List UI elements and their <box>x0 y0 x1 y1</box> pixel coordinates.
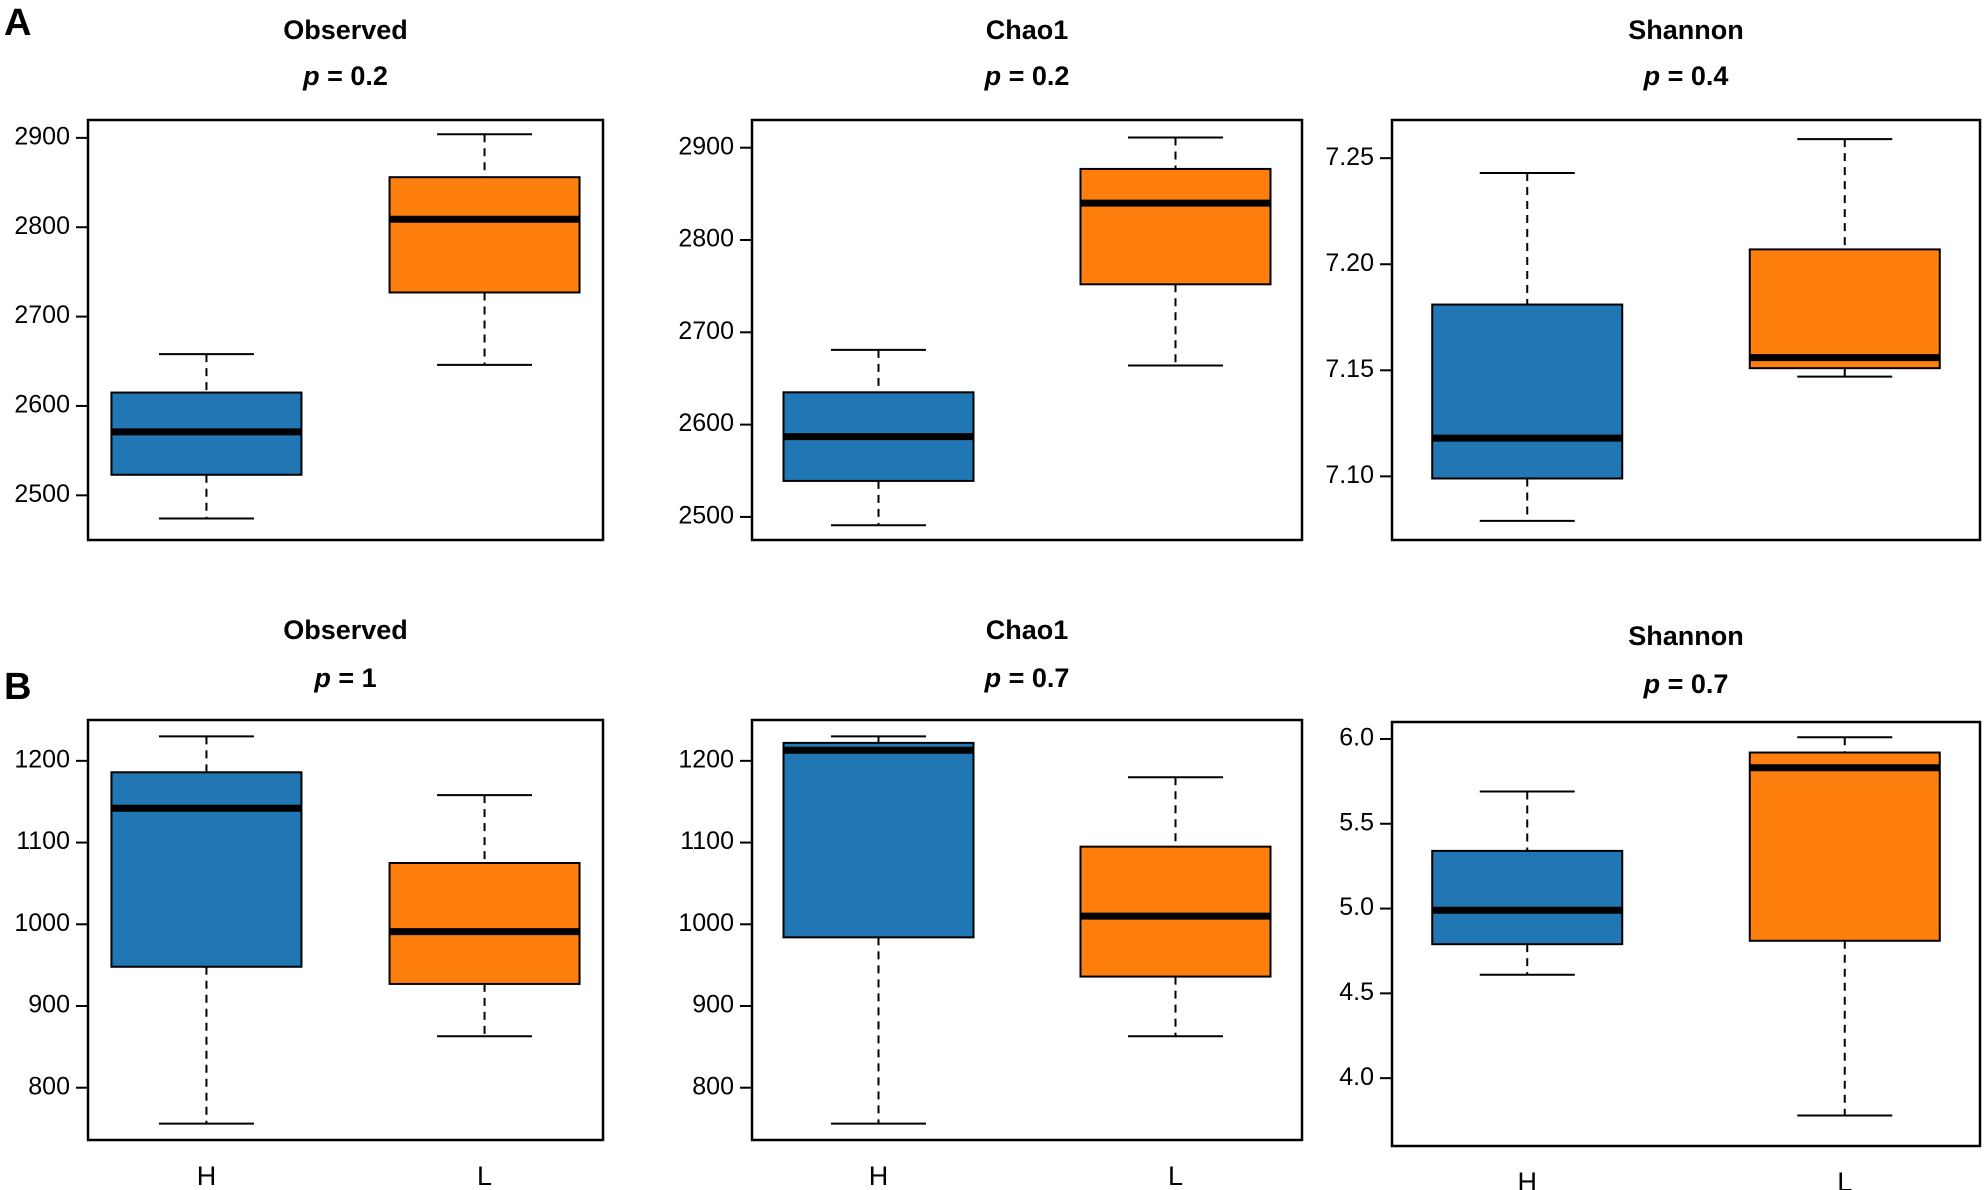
chart-title: Shannon <box>1628 15 1744 45</box>
p-value-label: p = 1 <box>313 663 376 693</box>
chart-title: Chao1 <box>986 615 1069 645</box>
y-tick-label: 7.15 <box>1325 355 1374 383</box>
y-tick-label: 2700 <box>678 317 734 345</box>
y-tick-label: 5.0 <box>1339 893 1374 921</box>
box-l <box>1079 776 1272 1038</box>
plot-frame <box>1390 118 1982 542</box>
box-l <box>1748 138 1941 378</box>
p-value-label: p = 0.4 <box>1643 61 1729 91</box>
y-tick-label: 2600 <box>14 391 70 419</box>
y-tick-label: 900 <box>28 991 70 1019</box>
y-tick-label: 2900 <box>678 132 734 160</box>
y-tick-label: 900 <box>692 991 734 1019</box>
plot-frame <box>86 718 605 1142</box>
panel-label-a: A <box>4 2 32 44</box>
y-tick-label: 1000 <box>678 909 734 937</box>
chart-b-observed: Observed p = 1 800 900 1000 1100 1200 H L <box>14 615 605 1190</box>
chart-title: Observed <box>283 15 408 45</box>
x-tick-label: H <box>869 1161 889 1190</box>
plot-frame <box>86 118 605 542</box>
p-value-label: p = 0.2 <box>984 61 1070 91</box>
box-h <box>782 348 975 527</box>
box-l <box>388 794 581 1038</box>
iqr-box <box>1079 845 1272 978</box>
chart-a-observed: Observed p = 0.2 2500 2600 2700 2800 2900 <box>14 15 605 542</box>
chart-title: Observed <box>283 615 408 645</box>
y-tick-label: 4.5 <box>1339 978 1374 1006</box>
plot-frame <box>750 718 1304 1142</box>
plot-frame <box>1390 720 1982 1148</box>
iqr-box <box>110 771 303 968</box>
plot-frame <box>750 118 1304 542</box>
y-tick-label: 6.0 <box>1339 724 1374 752</box>
chart-a-shannon: Shannon p = 0.4 7.10 7.15 7.20 7.25 <box>1325 15 1982 542</box>
p-value-label: p = 0.7 <box>984 663 1070 693</box>
iqr-box <box>1431 849 1624 946</box>
panel-label-b: B <box>4 666 32 708</box>
iqr-box <box>388 861 581 985</box>
x-tick-label: H <box>197 1161 217 1190</box>
chart-b-shannon: Shannon p = 0.7 4.0 4.5 5.0 5.5 6.0 H L <box>1339 621 1982 1190</box>
x-tick-label: H <box>1517 1167 1537 1190</box>
box-l <box>1748 736 1941 1117</box>
y-tick-label: 5.5 <box>1339 808 1374 836</box>
y-tick-label: 1100 <box>680 827 734 855</box>
y-tick-label: 2800 <box>678 225 734 253</box>
chart-title: Shannon <box>1628 621 1744 651</box>
y-tick-label: 7.25 <box>1325 143 1374 171</box>
y-tick-label: 2900 <box>14 122 70 150</box>
y-tick-label: 800 <box>28 1072 70 1100</box>
x-tick-label: L <box>1168 1161 1183 1190</box>
iqr-box <box>388 176 581 294</box>
p-value-label: p = 0.7 <box>1643 669 1729 699</box>
iqr-box <box>1431 303 1624 480</box>
y-tick-label: 2600 <box>678 409 734 437</box>
iqr-box <box>1748 248 1941 370</box>
box-h <box>110 353 303 520</box>
y-tick-label: 7.10 <box>1325 461 1374 489</box>
y-tick-label: 1200 <box>14 745 70 773</box>
y-tick-label: 2700 <box>14 301 70 329</box>
y-tick-label: 2500 <box>678 502 734 530</box>
chart-title: Chao1 <box>986 15 1069 45</box>
p-value-label: p = 0.2 <box>302 61 388 91</box>
y-tick-label: 2500 <box>14 480 70 508</box>
y-tick-label: 1200 <box>678 745 734 773</box>
box-h <box>1431 790 1624 976</box>
y-tick-label: 1000 <box>14 909 70 937</box>
box-l <box>388 133 581 366</box>
box-h <box>110 735 303 1125</box>
x-tick-label: L <box>1837 1167 1852 1190</box>
iqr-box <box>1079 167 1272 286</box>
iqr-box <box>1748 751 1941 942</box>
box-h <box>782 735 975 1125</box>
chart-b-chao1: Chao1 p = 0.7 800 900 1000 1100 1200 H L <box>678 615 1304 1190</box>
y-tick-label: 7.20 <box>1325 249 1374 277</box>
iqr-box <box>782 741 975 939</box>
y-tick-label: 4.0 <box>1339 1063 1374 1091</box>
y-tick-label: 800 <box>692 1072 734 1100</box>
box-h <box>1431 172 1624 522</box>
chart-a-chao1: Chao1 p = 0.2 2500 2600 2700 2800 2900 <box>678 15 1304 542</box>
x-tick-label: L <box>477 1161 492 1190</box>
box-l <box>1079 136 1272 367</box>
y-tick-label: 2800 <box>14 212 70 240</box>
y-tick-label: 1100 <box>16 827 70 855</box>
